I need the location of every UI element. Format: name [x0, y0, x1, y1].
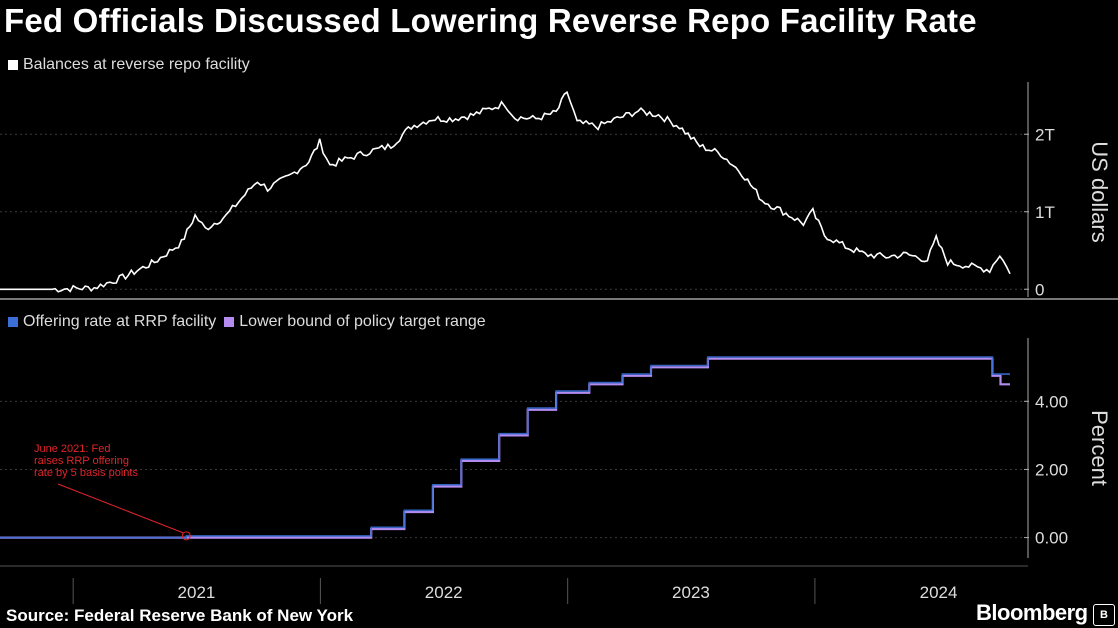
ytick-label-top: 0 — [1035, 280, 1044, 299]
xtick-label: 2021 — [178, 583, 216, 602]
brand-logo: Bloomberg — [976, 600, 1088, 625]
bottom-panel: 0.00 2.00 4.00 Percent June 2021: Fedraises … — [0, 338, 1112, 558]
annotation-marker — [181, 531, 191, 541]
ytick-label-bottom: 0.00 — [1035, 529, 1068, 548]
legend-top: Balances at reverse repo facility — [8, 56, 250, 74]
ytick-label-bottom: 2.00 — [1035, 460, 1068, 479]
series-line-lower-bound — [0, 357, 1010, 539]
ytick-label-top: 2T — [1035, 125, 1055, 144]
x-axis: 2021 2022 2023 2024 — [0, 298, 1118, 604]
annotation-leader — [57, 483, 184, 534]
chart-title: Fed Officials Discussed Lowering Reverse… — [4, 2, 977, 39]
ytick-label-top: 1T — [1035, 203, 1055, 222]
xtick-label: 2022 — [425, 583, 463, 602]
legend-swatch-balances — [8, 60, 18, 70]
xtick-label: 2023 — [672, 583, 710, 602]
ytick-label-bottom: 4.00 — [1035, 392, 1068, 411]
top-panel: 0 1T 2T US dollars — [0, 82, 1112, 299]
legend-swatch-lower-bound — [224, 317, 235, 327]
brand-box-icon: B — [1093, 604, 1115, 626]
legend-label-balances: Balances at reverse repo facility — [23, 56, 250, 73]
legend-label-lower-bound: Lower bound of policy target range — [239, 313, 486, 330]
annotation-text-line: June 2021: Fed — [34, 443, 110, 455]
annotation-text-line: raises RRP offering — [34, 455, 129, 467]
ylabel-top: US dollars — [1087, 141, 1112, 242]
source-note: Source: Federal Reserve Bank of New York — [6, 606, 354, 625]
series-line-offering-rate — [0, 356, 1010, 539]
series-line-balances — [0, 90, 1011, 293]
ylabel-bottom: Percent — [1087, 410, 1112, 486]
legend-swatch-offering-rate — [8, 317, 18, 327]
legend-label-offering-rate: Offering rate at RRP facility — [23, 313, 217, 330]
annotation-text-line: rate by 5 basis points — [34, 467, 138, 479]
xtick-label: 2024 — [920, 583, 958, 602]
legend-bottom: Offering rate at RRP facility Lower boun… — [8, 313, 486, 331]
